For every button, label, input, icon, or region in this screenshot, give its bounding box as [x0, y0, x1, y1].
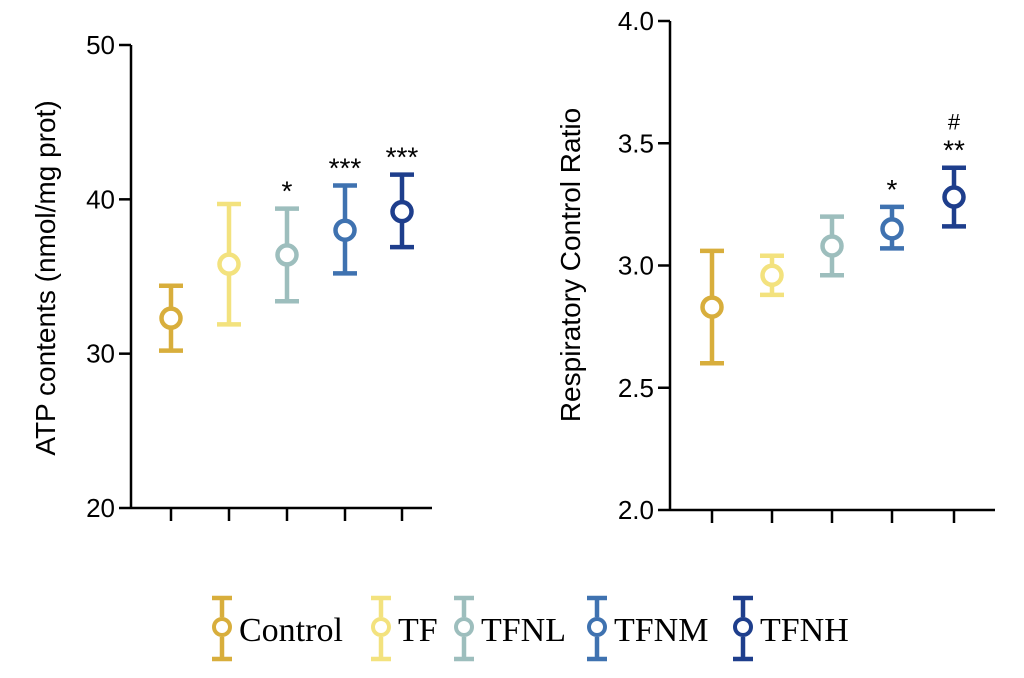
mean-marker [390, 199, 414, 224]
legend-marker [371, 617, 391, 637]
significance-label: *** [329, 152, 362, 183]
y-tick-label: 3.0 [618, 251, 654, 281]
mean-marker [333, 218, 357, 242]
mean-marker [217, 252, 241, 276]
legend-label: Control [239, 612, 343, 649]
mean-marker [159, 306, 183, 330]
legend-item-tf: TF [371, 595, 438, 662]
point-tfnl [820, 214, 844, 278]
legend-marker [733, 617, 753, 637]
y-tick-label: 20 [86, 493, 115, 523]
legend-marker [212, 617, 232, 637]
legend-label: TFNM [614, 612, 708, 649]
legend-label: TF [398, 612, 438, 649]
y-tick-label: 4.0 [618, 6, 654, 36]
significance-label: ** [943, 135, 965, 166]
y-tick-label: 2.5 [618, 373, 654, 403]
point-control [159, 283, 183, 353]
y-tick-label: 40 [86, 184, 115, 214]
rcr-chart: 2.0 2.5 3.0 3.5 4.0 Respiratory Control Ratio… [555, 6, 995, 525]
y-axis-label: ATP contents (nmol/mg prot) [30, 100, 61, 455]
legend-item-tfnh: TFNH [733, 595, 849, 662]
mean-marker [275, 243, 299, 267]
point-tfnl [275, 206, 299, 304]
y-tick-label: 50 [86, 30, 115, 60]
mean-marker [880, 217, 904, 241]
significance-label: * [887, 174, 898, 205]
point-tfnm [880, 204, 904, 251]
mean-marker [942, 185, 966, 209]
legend-item-control: Control [212, 595, 343, 662]
point-tf [217, 201, 241, 327]
point-tfnm [333, 183, 357, 276]
mean-marker [700, 295, 724, 319]
y-axis-label: Respiratory Control Ratio [555, 108, 586, 422]
mean-marker [760, 263, 784, 288]
point-control [700, 248, 724, 366]
legend-item-tfnm: TFNM [587, 595, 708, 662]
legend-label: TFNH [760, 612, 849, 649]
significance-label: * [282, 176, 293, 207]
legend-marker [454, 617, 474, 637]
mean-marker [820, 234, 844, 258]
y-tick-label: 3.5 [618, 128, 654, 158]
legend-marker [587, 617, 607, 637]
significance-label: *** [386, 142, 419, 173]
y-tick-label: 2.0 [618, 495, 654, 525]
point-tf [760, 253, 784, 298]
legend-label: TFNL [481, 612, 566, 649]
legend-item-tfnl: TFNL [454, 595, 566, 662]
y-tick-label: 30 [86, 339, 115, 369]
point-tfnh [942, 165, 966, 229]
significance-hash-label: # [948, 110, 961, 135]
legend: Control TF TFNL TFNM TFNH [212, 595, 849, 662]
point-tfnh [390, 172, 414, 250]
